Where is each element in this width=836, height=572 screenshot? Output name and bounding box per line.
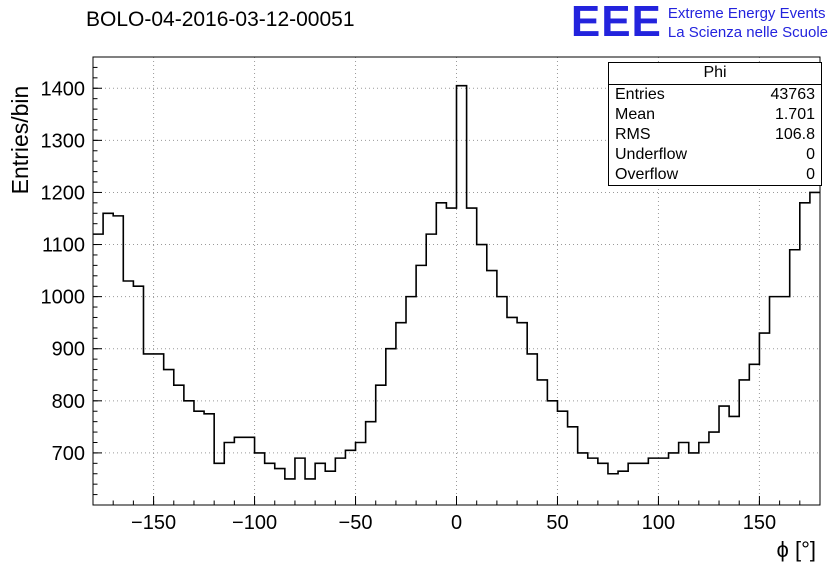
y-tick-label: 1100 — [42, 235, 85, 257]
y-tick-label: 1400 — [41, 78, 86, 100]
stats-value: 0 — [806, 146, 815, 163]
stats-row-mean: Mean 1.701 — [609, 105, 821, 125]
stats-row-entries: Entries 43763 — [609, 85, 821, 105]
stats-label: Overflow — [615, 166, 679, 183]
x-tick-label: −150 — [131, 512, 176, 534]
plot-frame — [92, 56, 821, 506]
x-tick-label: 0 — [451, 512, 462, 534]
stats-value: 1.701 — [774, 106, 815, 123]
x-tick-label: 100 — [642, 512, 675, 534]
x-tick-label: −50 — [339, 512, 373, 534]
histogram-line — [93, 84, 820, 480]
x-tick-label: −100 — [232, 512, 277, 534]
stats-label: Entries — [615, 86, 665, 103]
stats-box-title: Phi — [609, 63, 821, 85]
y-tick-label: 900 — [52, 339, 85, 361]
stats-value: 0 — [806, 166, 815, 183]
x-tick-label: 50 — [546, 512, 568, 534]
stats-row-overflow: Overflow 0 — [609, 165, 821, 185]
plot-title: BOLO-04-2016-03-12-00051 — [86, 8, 355, 31]
stats-value: 106.8 — [774, 126, 815, 143]
stats-row-underflow: Underflow 0 — [609, 145, 821, 165]
y-tick-label: 700 — [52, 443, 85, 465]
y-tick-label: 1300 — [41, 130, 86, 152]
stats-box: Phi Entries 43763 Mean 1.701 RMS 106.8 U… — [608, 62, 822, 186]
stats-row-rms: RMS 106.8 — [609, 125, 821, 145]
x-tick-label: 150 — [743, 512, 776, 534]
stats-label: Mean — [615, 106, 656, 123]
eee-logo: EEE Extreme Energy Events La Scienza nel… — [570, 0, 828, 46]
eee-logo-letters: EEE — [570, 0, 662, 46]
x-axis-title: ϕ [°] — [777, 537, 816, 562]
y-axis-title: Entries/bin — [7, 86, 33, 195]
eee-logo-text: Extreme Energy Events La Scienza nelle S… — [668, 2, 828, 42]
stats-label: Underflow — [615, 146, 688, 163]
y-tick-label: 1000 — [41, 287, 86, 309]
eee-logo-line1: Extreme Energy Events — [667, 5, 826, 22]
y-tick-label: 800 — [52, 391, 85, 413]
eee-logo-line2: La Scienza nelle Scuole — [667, 24, 828, 41]
stats-label: RMS — [615, 126, 651, 143]
y-tick-label: 1200 — [41, 182, 86, 204]
stats-value: 43763 — [770, 86, 816, 103]
